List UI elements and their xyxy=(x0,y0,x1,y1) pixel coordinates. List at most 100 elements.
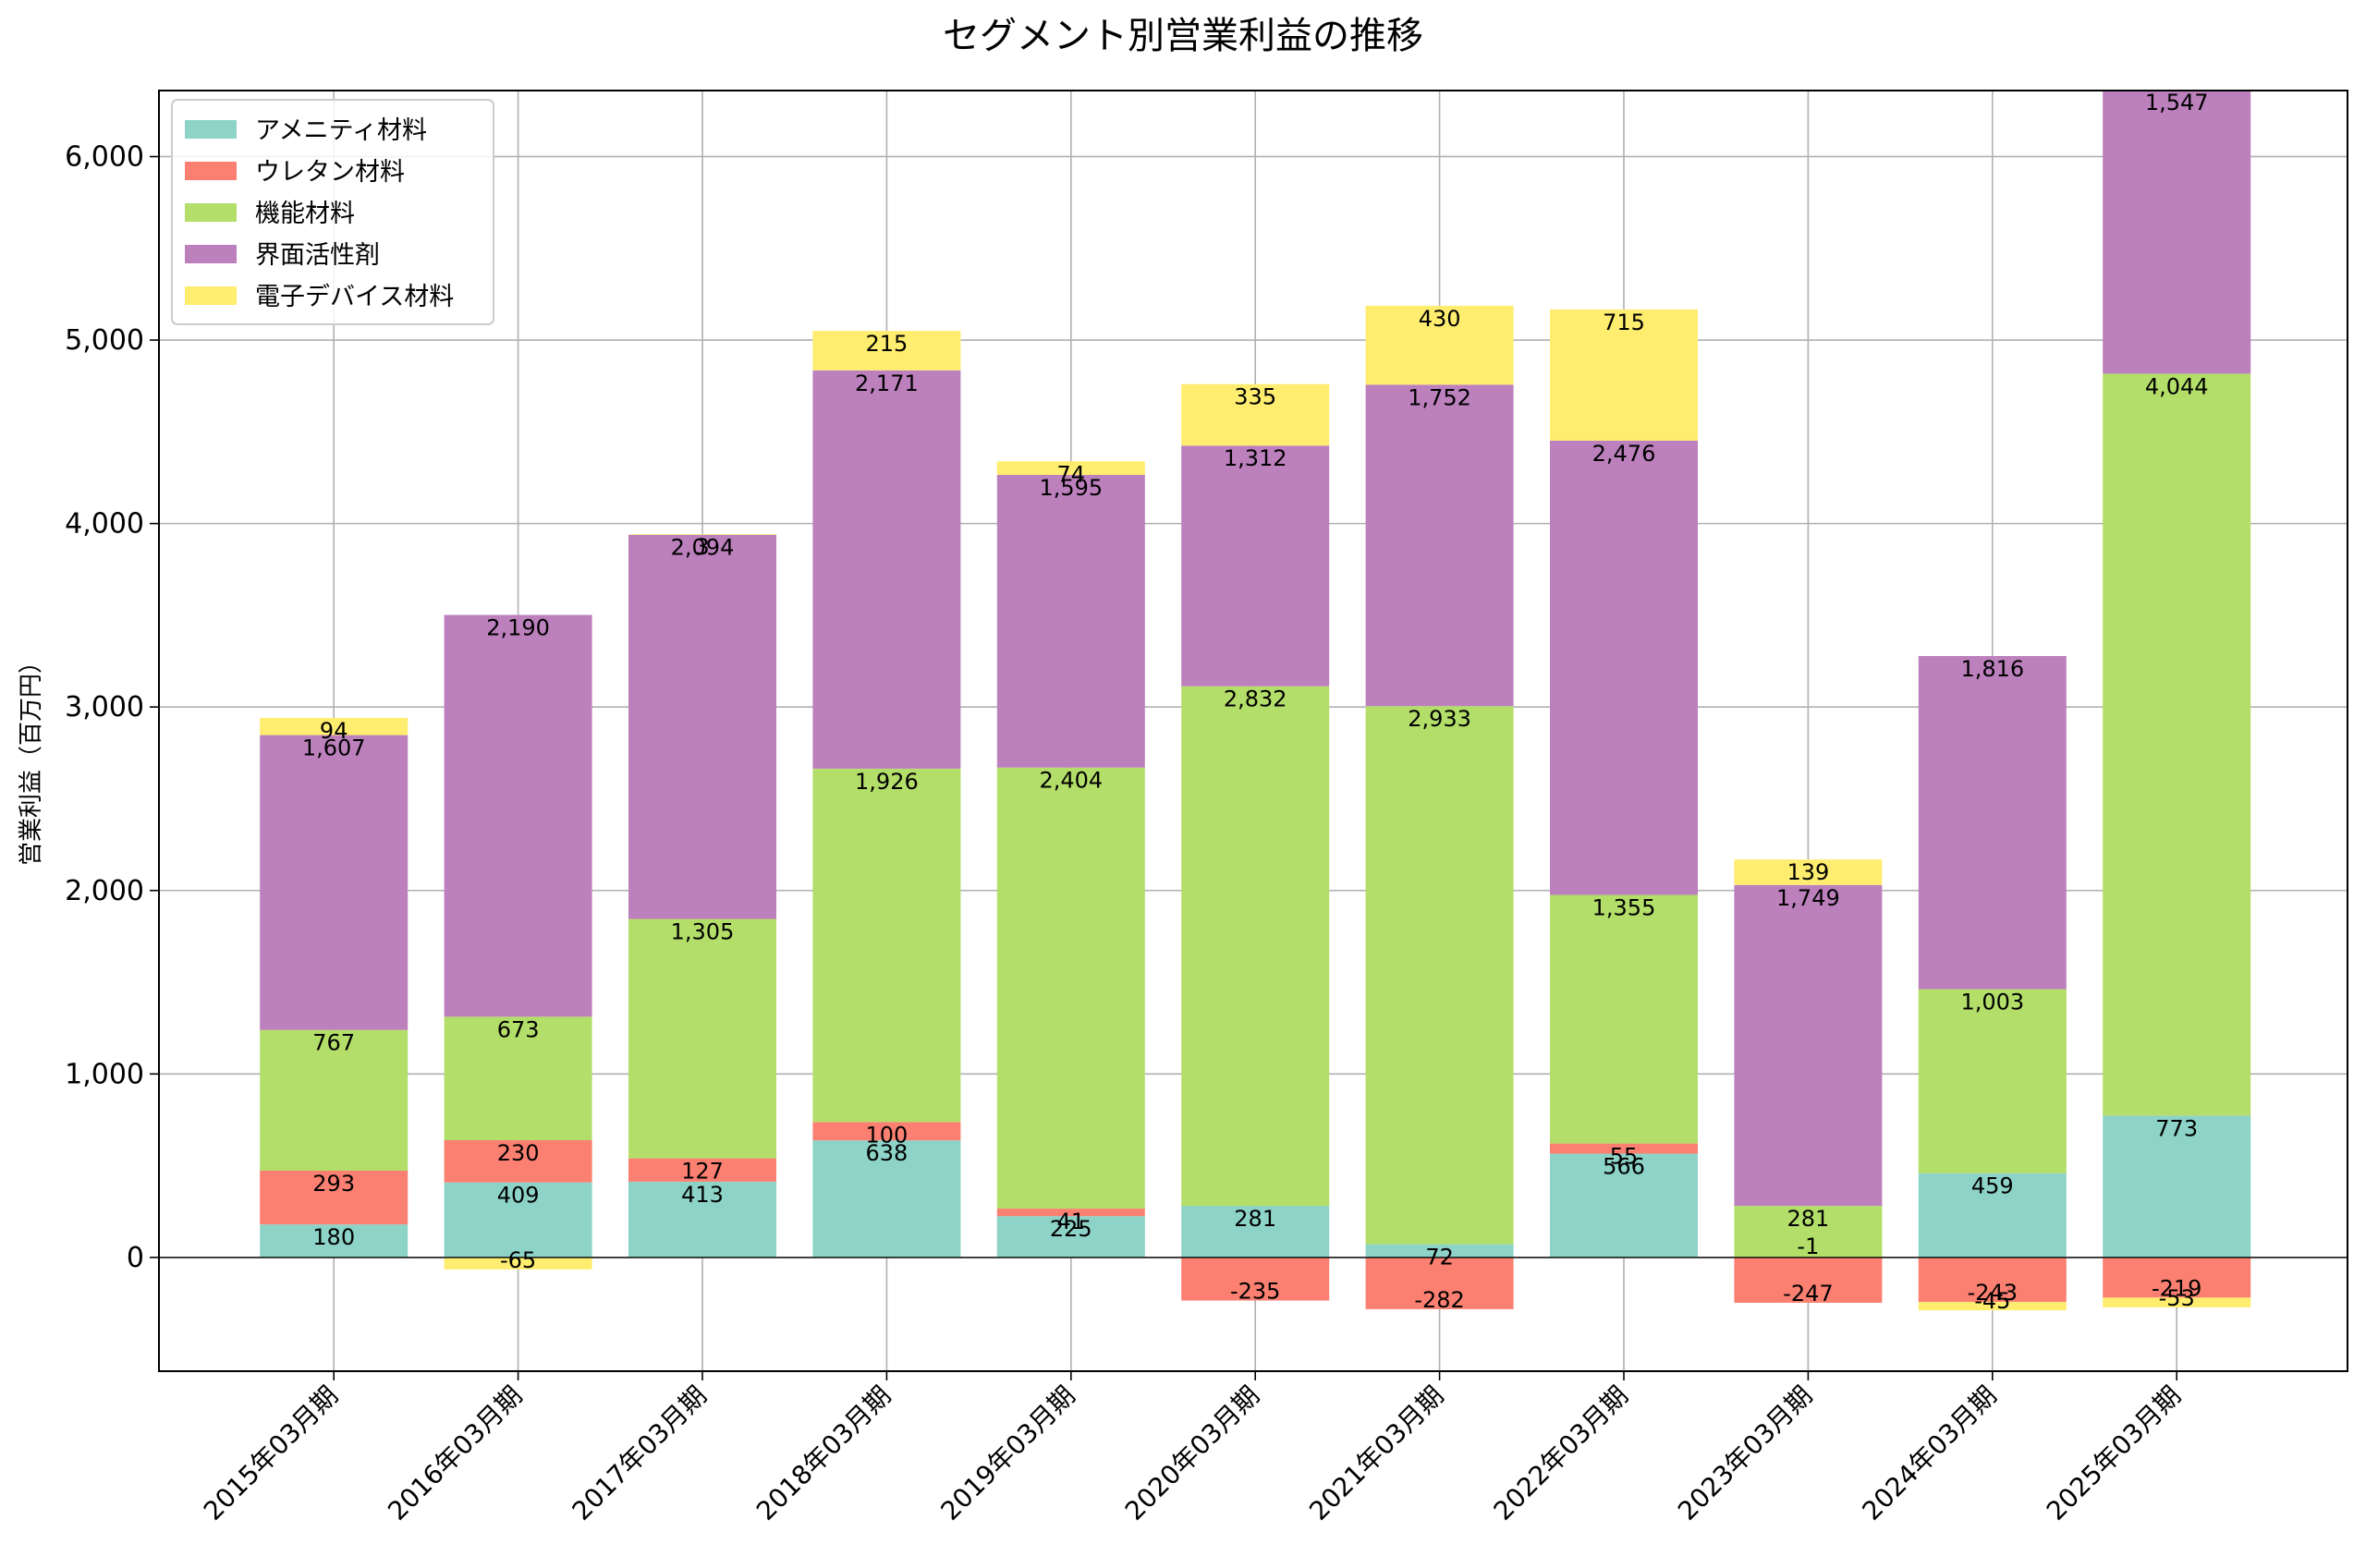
bar-value-label: 41 xyxy=(1057,1209,1086,1234)
chart-title: セグメント別営業利益の推移 xyxy=(943,15,1423,57)
bar-value-label: 715 xyxy=(1603,310,1645,335)
bar-value-label: 100 xyxy=(865,1122,908,1148)
bar-segment xyxy=(260,735,409,1030)
bar-segment xyxy=(2103,1115,2251,1258)
x-tick-label: 2021年03月期 xyxy=(1303,1380,1449,1526)
bar-segment xyxy=(812,768,961,1123)
bar-value-label: 139 xyxy=(1787,859,1829,885)
y-tick-label: 3,000 xyxy=(65,691,144,723)
bar-value-label: 2,404 xyxy=(1039,768,1103,794)
legend-swatch xyxy=(185,203,237,222)
bar-segment xyxy=(1734,1257,1883,1303)
y-tick-label: 5,000 xyxy=(65,324,144,357)
bar-segment xyxy=(628,918,776,1159)
bar-value-label: 335 xyxy=(1234,384,1276,410)
bar-segment xyxy=(996,474,1145,768)
bar-value-label: 281 xyxy=(1234,1206,1276,1232)
bar-segment xyxy=(1365,305,1514,385)
bar-value-label: 2,171 xyxy=(855,371,919,396)
bar-segment xyxy=(444,1140,592,1183)
bar-segment xyxy=(1918,1302,2067,1311)
bar-value-label: -247 xyxy=(1783,1281,1833,1307)
bar-value-label: 767 xyxy=(312,1030,355,1056)
bar-value-label: 230 xyxy=(497,1140,540,1166)
bar-segment xyxy=(1181,383,1330,446)
bar-value-label: 409 xyxy=(497,1183,540,1209)
x-tick-label: 2018年03月期 xyxy=(750,1380,896,1526)
bar-segment xyxy=(1734,859,1883,885)
bar-value-label: 4,044 xyxy=(2145,373,2209,399)
legend-swatch xyxy=(185,162,237,180)
bar-value-label: 1,003 xyxy=(1960,990,2024,1015)
bar-value-label: -219 xyxy=(2152,1275,2201,1301)
bar-segment xyxy=(1918,1173,2067,1258)
bar-value-label: 2,832 xyxy=(1224,687,1287,712)
bar-value-label: 281 xyxy=(1787,1206,1829,1232)
bar-segment xyxy=(1181,686,1330,1207)
bar-value-label: 413 xyxy=(681,1182,724,1208)
bar-value-label: -45 xyxy=(1974,1288,2010,1314)
bar-segment xyxy=(1550,894,1698,1144)
legend-box xyxy=(171,99,494,325)
bar-segment xyxy=(996,1209,1145,1217)
bar-segment xyxy=(1918,655,2067,990)
legend-entry: アメニティ材料 xyxy=(255,116,427,145)
legend-entry: 機能材料 xyxy=(255,200,355,228)
bar-segment xyxy=(996,461,1145,475)
legend-entry: 電子デバイス材料 xyxy=(255,283,454,311)
bar-segment xyxy=(260,1029,409,1171)
bar-segment xyxy=(1181,1206,1330,1258)
bars xyxy=(260,90,2251,1311)
plot-frame xyxy=(158,90,2348,1372)
bar-value-label: 1,305 xyxy=(671,919,735,945)
bar-segment xyxy=(1181,1257,1330,1301)
bar-value-label: 2,933 xyxy=(1408,706,1471,732)
bar-segment xyxy=(1550,1143,1698,1154)
bar-segment xyxy=(260,1224,409,1258)
bar-segment xyxy=(260,1170,409,1225)
y-tick-label: 1,000 xyxy=(65,1058,144,1090)
bar-value-label: 1,607 xyxy=(302,735,366,761)
y-tick-label: 2,000 xyxy=(65,875,144,907)
bar-segment xyxy=(1365,384,1514,707)
legend-swatch xyxy=(185,286,237,305)
bar-segment xyxy=(444,1257,592,1270)
x-tick-label: 2023年03月期 xyxy=(1672,1380,1818,1526)
bar-value-label: -53 xyxy=(2159,1285,2195,1311)
bar-value-label: 3 xyxy=(695,534,709,560)
bar-segment xyxy=(628,534,776,535)
y-tick-label: 4,000 xyxy=(65,508,144,541)
x-tick-label: 2019年03月期 xyxy=(934,1380,1080,1526)
bar-segment xyxy=(1550,309,1698,441)
bar-segment xyxy=(1734,884,1883,1207)
bar-value-label: 1,595 xyxy=(1039,475,1103,501)
bar-segment xyxy=(2103,1297,2251,1307)
bar-value-label: 225 xyxy=(1050,1216,1092,1242)
bar-value-label: 55 xyxy=(1610,1144,1639,1170)
bar-segment xyxy=(812,1140,961,1258)
bar-segment xyxy=(1918,989,2067,1173)
bar-value-label: 430 xyxy=(1419,306,1461,332)
bar-value-label: 2,476 xyxy=(1592,441,1656,467)
bar-value-label: 1,355 xyxy=(1592,895,1656,921)
bar-segment xyxy=(812,331,961,371)
x-tick-label: 2020年03月期 xyxy=(1119,1380,1265,1526)
x-tick-label: 2022年03月期 xyxy=(1488,1380,1634,1526)
y-tick-label: 0 xyxy=(127,1242,144,1274)
bar-segment xyxy=(2103,1257,2251,1298)
legend-swatch xyxy=(185,120,237,139)
bar-value-label: 566 xyxy=(1603,1153,1645,1179)
x-tick-label: 2017年03月期 xyxy=(567,1380,713,1526)
data-labels: 1802937671,607944092306732,190-654131271… xyxy=(302,90,2209,1314)
bar-value-label: 2,094 xyxy=(671,535,735,561)
bar-value-label: -282 xyxy=(1414,1287,1464,1313)
bar-segment xyxy=(996,1216,1145,1258)
bar-value-label: 1,749 xyxy=(1776,885,1840,911)
bar-segment xyxy=(1550,1153,1698,1258)
bar-value-label: 638 xyxy=(865,1140,908,1166)
bar-segment xyxy=(812,1122,961,1141)
bar-segment xyxy=(628,1158,776,1182)
legend-entry: ウレタン材料 xyxy=(255,158,405,187)
bar-value-label: 215 xyxy=(865,331,908,357)
